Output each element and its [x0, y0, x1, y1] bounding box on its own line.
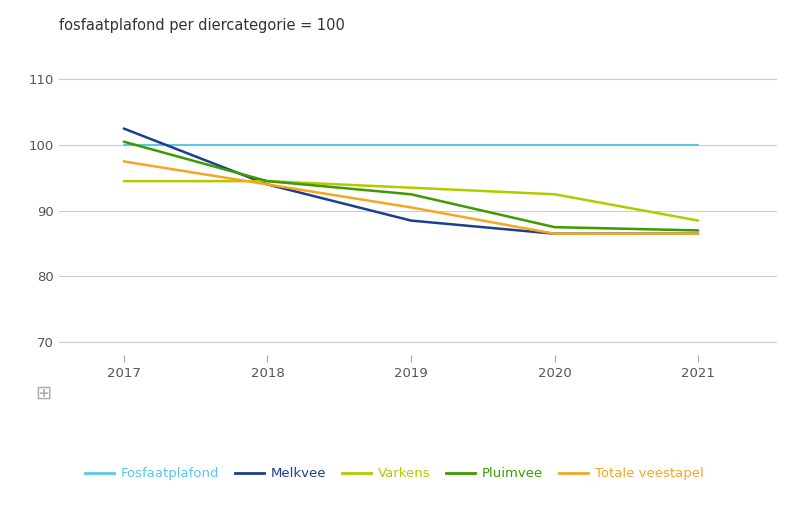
Text: ⊞: ⊞	[36, 384, 51, 403]
Legend: Fosfaatplafond, Melkvee, Varkens, Pluimvee, Totale veestapel: Fosfaatplafond, Melkvee, Varkens, Pluimv…	[80, 462, 709, 486]
Text: fosfaatplafond per diercategorie = 100: fosfaatplafond per diercategorie = 100	[59, 18, 345, 33]
